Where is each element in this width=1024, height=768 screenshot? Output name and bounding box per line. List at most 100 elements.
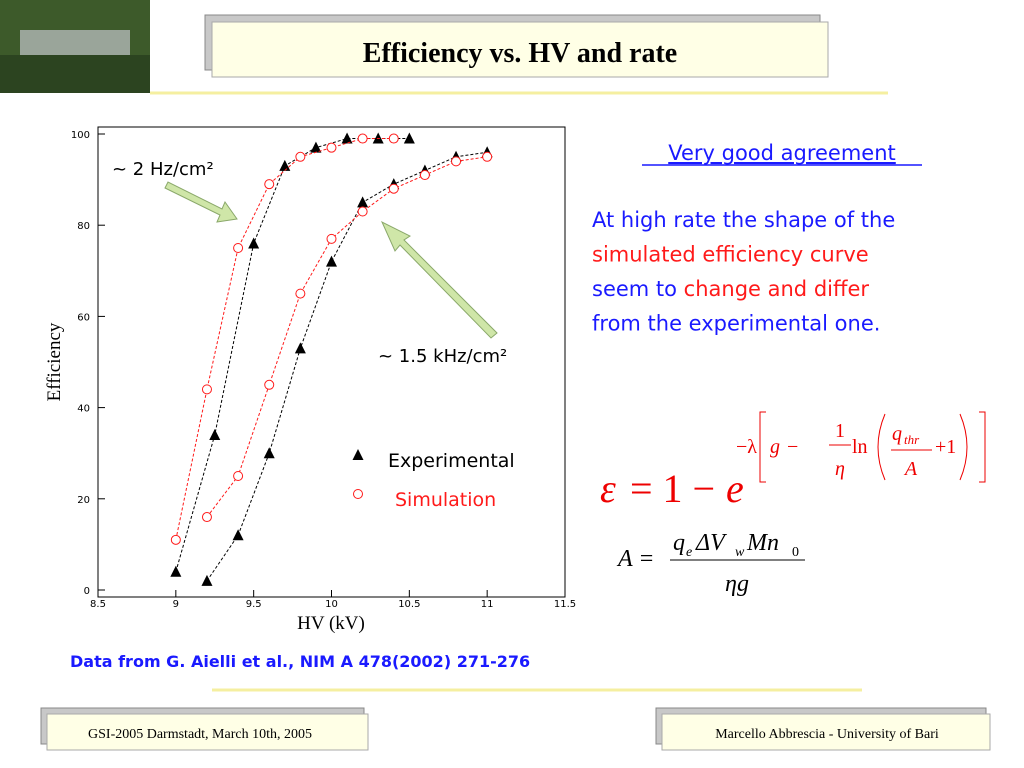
- circle-marker: [353, 489, 363, 499]
- x-tick-label: 9.5: [246, 599, 262, 610]
- body-span: from the experimental one.: [592, 312, 880, 336]
- circle-marker: [264, 179, 275, 190]
- formula-symbol: +1: [935, 436, 956, 458]
- triangle-marker: [341, 132, 353, 144]
- formula-symbol: ΔV: [695, 530, 727, 556]
- circle-marker: [326, 142, 337, 153]
- arrow: [380, 220, 498, 339]
- legend-label: Simulation: [395, 489, 496, 511]
- circle-marker: [201, 512, 212, 523]
- series-line: [175, 138, 394, 540]
- body-span: At high rate the shape of the: [592, 208, 895, 232]
- x-tick-label: 8.5: [90, 599, 106, 610]
- formula-symbol: −λ: [736, 436, 757, 458]
- arrow: [164, 181, 238, 223]
- triangle-marker: [232, 529, 244, 541]
- x-axis-label: HV (kV): [297, 613, 365, 634]
- x-tick-label: 10: [325, 599, 338, 610]
- annotation: ~ 1.5 kHz/cm²: [378, 346, 507, 367]
- circle-marker: [295, 288, 306, 299]
- y-axis-label: Efficiency: [44, 322, 65, 401]
- circle-marker: [233, 471, 244, 481]
- formula-symbol: η: [835, 458, 845, 480]
- circle-marker: [388, 183, 399, 194]
- circle-marker: [264, 379, 275, 390]
- photo-building: [20, 30, 130, 55]
- y-tick-label: 80: [77, 221, 90, 232]
- formula-symbol: 0: [792, 545, 799, 560]
- y-tick-label: 100: [71, 130, 90, 141]
- formula-symbol: thr: [904, 432, 920, 447]
- triangle-marker: [209, 428, 221, 440]
- body-line: from the experimental one.: [592, 312, 880, 336]
- body-line: At high rate the shape of the: [592, 208, 895, 232]
- triangle-marker: [248, 237, 260, 249]
- triangle-marker: [294, 342, 306, 354]
- circle-marker: [451, 156, 462, 167]
- circle-marker: [326, 233, 337, 244]
- formula-symbol: = 1 −: [630, 466, 715, 511]
- paren: [877, 413, 968, 481]
- triangle-marker: [403, 132, 415, 144]
- heading: Very good agreement: [668, 141, 896, 165]
- formula-symbol: Mn: [746, 530, 779, 556]
- triangle-marker: [352, 449, 364, 460]
- citation: Data from G. Aielli et al., NIM A 478(20…: [70, 652, 530, 671]
- circle-marker: [233, 243, 244, 253]
- body-line: seem to change and differ: [592, 277, 869, 301]
- body-span: change and differ: [684, 277, 870, 301]
- y-tick-label: 0: [84, 586, 90, 597]
- body-span: simulated efficiency curve: [592, 243, 869, 267]
- formula-symbol: ε: [600, 466, 616, 511]
- triangle-marker: [326, 255, 337, 267]
- footer-left-box: [46, 713, 369, 751]
- footer-left: GSI-2005 Darmstadt, March 10th, 2005: [88, 727, 312, 742]
- y-tick-label: 40: [77, 404, 90, 415]
- triangle-marker: [263, 447, 275, 459]
- formula-symbol: ηg: [725, 571, 749, 597]
- x-tick-label: 9: [173, 599, 179, 610]
- circle-marker: [357, 133, 368, 144]
- formula-symbol: A =: [616, 546, 654, 572]
- legend-label: Experimental: [388, 450, 515, 472]
- circle-marker: [419, 170, 430, 181]
- triangle-marker: [357, 196, 369, 208]
- bracket: [759, 411, 986, 483]
- series-line: [206, 151, 488, 582]
- triangle-marker: [279, 159, 291, 171]
- x-tick-label: 10.5: [398, 599, 420, 610]
- footer-right-box: [661, 713, 991, 751]
- formula-symbol: w: [735, 545, 745, 560]
- triangle-marker: [201, 574, 213, 586]
- circle-marker: [170, 534, 181, 545]
- formula-symbol: 1: [835, 420, 845, 442]
- x-tick-label: 11.5: [554, 599, 576, 610]
- photo-forest: [0, 55, 150, 93]
- circle-marker: [388, 133, 399, 144]
- circle-marker: [295, 151, 306, 162]
- formula-symbol: q: [673, 530, 685, 556]
- formula-symbol: −: [787, 436, 798, 458]
- y-tick-label: 60: [77, 312, 90, 323]
- footer-right: Marcello Abbrescia - University of Bari: [715, 727, 939, 742]
- circle-marker: [201, 384, 212, 395]
- body-text: At high rate the shape of the simulated e…: [592, 208, 895, 336]
- circle-marker: [482, 151, 493, 162]
- series-line: [206, 156, 488, 518]
- formula-symbol: g: [770, 436, 780, 458]
- title-box: [211, 21, 829, 78]
- annotation: ~ 2 Hz/cm²: [112, 159, 214, 180]
- formula-a: A = q e ΔV w Mn 0 ηg: [616, 530, 805, 597]
- slide-title: Efficiency vs. HV and rate: [363, 38, 677, 69]
- formula-symbol: ln: [852, 436, 868, 458]
- formula-symbol: e: [726, 466, 744, 511]
- formula-symbol: q: [892, 423, 902, 445]
- formula-symbol: A: [903, 458, 918, 480]
- body-line: simulated efficiency curve: [592, 243, 869, 267]
- triangle-marker: [310, 141, 322, 153]
- formula-efficiency: ε = 1 − e −λ g − 1 η ln q thr A +1: [600, 411, 986, 511]
- x-tick-label: 11: [481, 599, 494, 610]
- y-tick-label: 20: [77, 495, 90, 506]
